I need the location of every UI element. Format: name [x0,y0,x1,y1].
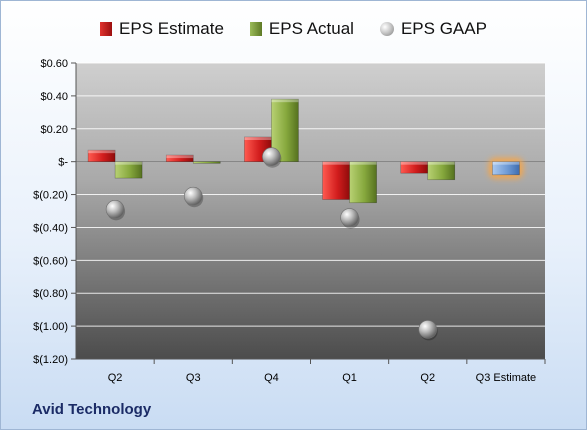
legend-item-eps-estimate: EPS Estimate [100,19,224,39]
bar-eps-estimate [165,154,194,162]
x-tick-label: Q3 Estimate [476,372,537,384]
bar-eps-estimate-body [322,161,350,200]
bar-eps-actual-body [192,161,221,164]
y-tick-label: $0.60 [40,58,68,70]
y-tick-label: $(1.20) [33,354,68,366]
bar-eps-estimate-bevel [244,137,272,140]
legend-item-eps-gaap: EPS GAAP [379,19,487,39]
bar-eps-actual [349,161,377,204]
plot-area [76,63,545,359]
bar-eps-actual [192,161,221,164]
y-tick-label: $(0.20) [33,190,68,202]
legend-swatch-eps-estimate [100,22,113,36]
bar-next-estimate-bevel [492,161,520,165]
legend-item-eps-actual: EPS Actual [249,19,354,39]
bar-eps-estimate-body [87,149,116,162]
bar-eps-actual-body [114,161,143,179]
legend-label-eps-gaap: EPS GAAP [400,19,487,38]
y-tick-label: $(0.80) [33,288,68,300]
bar-eps-actual-bevel [349,161,377,165]
y-tick-label: $0.20 [40,124,68,136]
x-tick-label: Q2 [108,372,123,384]
bar-next-estimate [492,161,520,176]
bar-eps-actual-bevel [271,99,299,103]
marker-eps-gaap [418,320,438,339]
bar-eps-estimate-bevel [322,161,350,165]
bar-eps-actual-bevel [427,161,455,165]
bar-eps-actual-bevel [115,161,143,165]
marker-eps-gaap [340,208,359,227]
x-tick-label: Q1 [342,372,357,384]
legend-swatch-eps-actual [249,22,262,36]
x-tick-label: Q4 [264,372,279,384]
bar-eps-actual-body [427,161,456,181]
bar-next-estimate-body [492,161,520,176]
marker-eps-gaap [183,186,203,206]
legend-label-eps-actual: EPS Actual [268,19,354,38]
x-tick-label: Q3 [186,372,201,384]
bar-eps-actual [114,161,143,179]
bar-eps-estimate [322,161,350,200]
legend: EPS Estimate EPS Actual EPS GAAP [0,16,587,42]
bar-eps-actual-body [349,161,377,204]
y-tick-label: $- [58,157,68,169]
bar-eps-estimate-bevel [88,150,116,154]
bar-eps-estimate-body [165,154,194,162]
bar-eps-estimate [400,161,429,174]
bar-eps-estimate-bevel [400,161,428,165]
bar-eps-estimate [87,149,116,162]
y-tick-label: $(0.40) [33,222,68,234]
y-tick-label: $0.40 [40,91,68,103]
marker-eps-gaap [262,147,281,167]
x-tick-label: Q2 [420,372,435,384]
legend-label-eps-estimate: EPS Estimate [119,19,224,38]
company-name: Avid Technology [32,401,152,418]
legend-swatch-eps-gaap [379,22,394,36]
marker-eps-gaap [105,200,125,219]
bar-eps-actual [427,161,456,181]
y-tick-label: $(1.00) [33,321,68,333]
y-tick-label: $(0.60) [33,255,68,267]
bar-eps-estimate-bevel [166,155,194,159]
